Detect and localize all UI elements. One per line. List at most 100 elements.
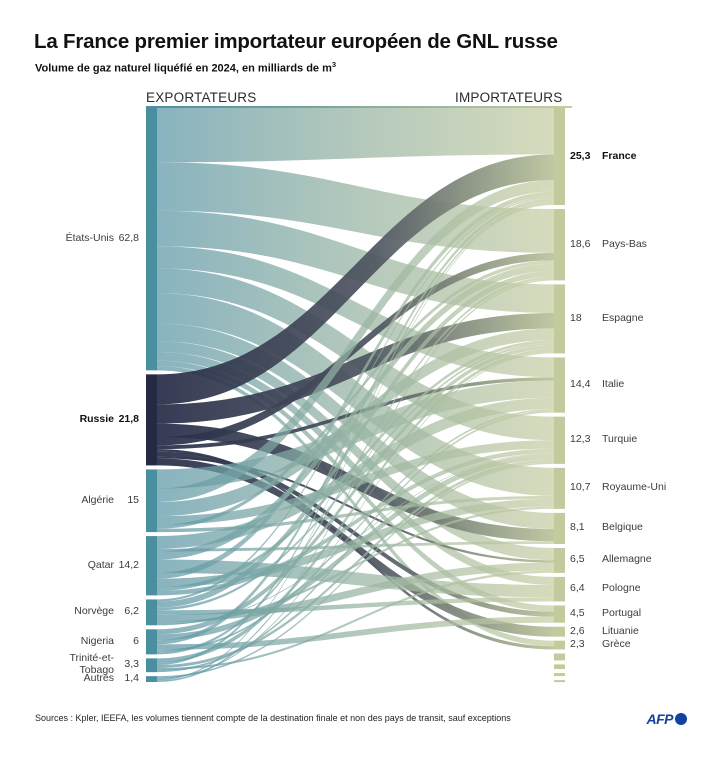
- sankey-node-exporter[interactable]: [146, 629, 157, 655]
- afp-dot-icon: [675, 713, 687, 725]
- sankey-node-importer[interactable]: [554, 512, 565, 544]
- exporter-value-russie: 21,8: [118, 412, 139, 425]
- sankey-node-exporter[interactable]: [146, 469, 157, 533]
- sankey-link: [157, 462, 554, 678]
- sankey-node-exporter[interactable]: [146, 108, 157, 371]
- sankey-link: [157, 352, 554, 680]
- sankey-link: [157, 260, 554, 529]
- sankey-link: [157, 342, 554, 611]
- sankey-link: [157, 397, 554, 549]
- importer-label-allemagne: Allemagne: [602, 553, 652, 566]
- importer-value-pologne: 6,4: [570, 582, 585, 595]
- sankey-link: [157, 341, 554, 561]
- importer-label-pologne: Pologne: [602, 582, 641, 595]
- sankey-node-importer[interactable]: [554, 357, 565, 413]
- importer-label-grece: Grèce: [602, 638, 631, 651]
- subtitle-superscript: 3: [331, 60, 337, 69]
- exporter-label-qatar: Qatar: [87, 558, 114, 571]
- sankey-link: [157, 313, 554, 424]
- sankey-links: [157, 108, 554, 682]
- sankey-nodes: [146, 108, 565, 683]
- importer-value-lituanie: 2,6: [570, 624, 585, 637]
- sankey-node-exporter[interactable]: [146, 374, 157, 466]
- sankey-link: [157, 453, 554, 626]
- importer-label-pays-bas: Pays-Bas: [602, 237, 647, 250]
- sankey-node-importer[interactable]: [554, 108, 565, 206]
- sankey-node-importer[interactable]: [554, 626, 565, 637]
- sankey-link: [157, 495, 554, 533]
- sankey-link: [157, 349, 554, 663]
- importer-value-allemagne: 6,5: [570, 553, 585, 566]
- sankey-link: [157, 198, 554, 645]
- sankey-node-importer[interactable]: [554, 284, 565, 354]
- afp-logo: AFP: [646, 711, 687, 727]
- sankey-node-importer[interactable]: [554, 576, 565, 602]
- exporter-value-autres: 1,4: [124, 672, 139, 685]
- sankey-node-importer[interactable]: [554, 640, 565, 650]
- exporter-value-trinite-et-tobago: 3,3: [124, 658, 139, 671]
- importer-value-turquie: 12,3: [570, 433, 591, 446]
- sankey-node-importer[interactable]: [554, 547, 565, 573]
- afp-wordmark: AFP: [646, 711, 674, 727]
- header-gradient-rule: [146, 106, 572, 108]
- sankey-node-importer[interactable]: [554, 467, 565, 509]
- sankey-node-importer[interactable]: [554, 209, 565, 281]
- exporter-label-nigeria: Nigeria: [80, 634, 114, 647]
- sankey-link: [157, 191, 554, 579]
- importer-label-turquie: Turquie: [602, 433, 638, 446]
- sankey-node-exporter[interactable]: [146, 599, 157, 626]
- sankey-node-importer[interactable]: [554, 416, 565, 464]
- sankey-node-exporter[interactable]: [146, 658, 157, 673]
- sankey-link: [157, 448, 554, 596]
- sankey-link: [157, 459, 554, 668]
- exporter-label-autres: Autres: [83, 672, 114, 685]
- importer-label-royaume-uni: Royaume-Uni: [602, 481, 667, 494]
- sankey-node-importer[interactable]: [554, 605, 565, 623]
- sankey-link: [157, 562, 554, 622]
- sankey-link: [157, 276, 554, 655]
- sankey-node-importer[interactable]: [554, 680, 565, 683]
- sankey-link: [157, 154, 554, 405]
- sankey-link: [157, 410, 554, 673]
- sankey-link: [157, 180, 554, 503]
- sankey-link: [157, 559, 554, 598]
- sankey-node-importer[interactable]: [554, 653, 565, 661]
- importer-value-france: 25,3: [570, 149, 591, 162]
- exporter-value-algerie: 15: [127, 493, 139, 506]
- importer-value-italie: 14,4: [570, 378, 591, 391]
- sankey-link: [157, 270, 554, 608]
- exporter-value-nigeria: 6: [133, 634, 139, 647]
- sankey-link: [157, 345, 554, 635]
- importer-label-espagne: Espagne: [602, 311, 644, 324]
- exporter-label-algerie: Algérie: [81, 493, 114, 506]
- sankey-link: [157, 268, 554, 441]
- page-title: La France premier importateur européen d…: [34, 30, 558, 53]
- sankey-link: [157, 456, 554, 563]
- importer-label-portugal: Portugal: [602, 607, 642, 620]
- exporter-value-etats-unis: 62,8: [118, 232, 139, 245]
- sankey-link: [157, 440, 554, 525]
- sankey-link: [157, 108, 554, 163]
- sankey-link: [157, 506, 554, 625]
- exporter-label-norvege: Norvège: [74, 605, 114, 618]
- importer-label-lituanie: Lituanie: [602, 624, 639, 637]
- sankey-link: [157, 408, 554, 652]
- sankey-link: [157, 453, 554, 641]
- sankey-link: [157, 498, 554, 588]
- subtitle-text: Volume de gaz naturel liquéfié en 2024, …: [35, 62, 332, 75]
- sankey-link: [157, 203, 554, 681]
- column-header-importers: IMPORTATEURS: [455, 90, 563, 105]
- sankey-node-importer[interactable]: [554, 664, 565, 670]
- exporter-label-trinite-et-tobago: Trinité-et- Tobago: [69, 652, 114, 676]
- sankey-node-importer[interactable]: [554, 673, 565, 677]
- exporter-value-qatar: 14,2: [118, 558, 139, 571]
- importer-label-france: France: [602, 149, 637, 162]
- sankey-node-exporter[interactable]: [146, 676, 157, 682]
- importer-value-pays-bas: 18,6: [570, 237, 591, 250]
- sankey-link: [157, 246, 554, 378]
- importer-value-grece: 2,3: [570, 638, 585, 651]
- column-header-exporters: EXPORTATEURS: [146, 90, 257, 105]
- sankey-node-exporter[interactable]: [146, 536, 157, 596]
